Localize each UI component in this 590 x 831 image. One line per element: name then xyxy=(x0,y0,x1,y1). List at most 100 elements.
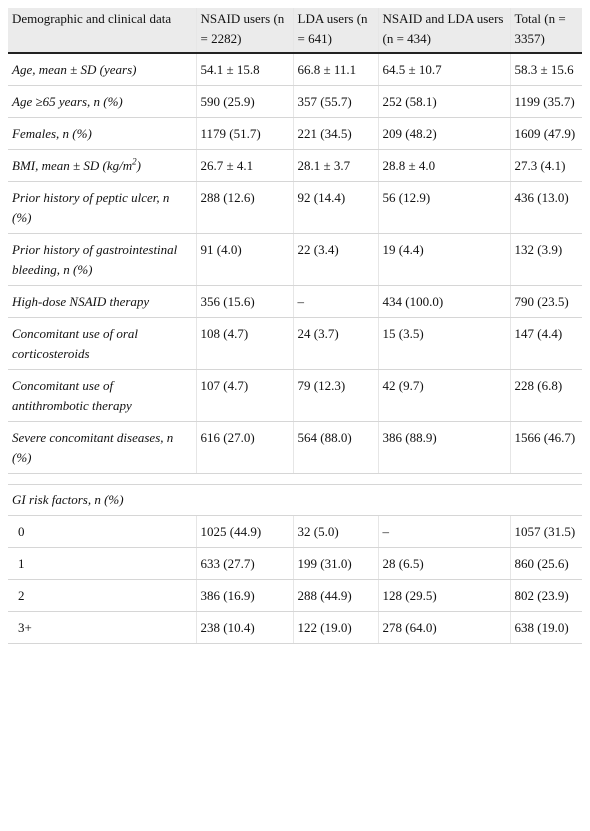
table-cell: 22 (3.4) xyxy=(292,233,378,286)
label-text: BMI, mean ± SD (kg/m xyxy=(12,158,133,173)
row-label: High-dose NSAID therapy xyxy=(8,285,196,318)
row-label: Severe concomitant diseases, n (%) xyxy=(8,421,196,474)
table-cell: 790 (23.5) xyxy=(509,285,582,318)
table-cell: 1566 (46.7) xyxy=(509,421,582,474)
row-label: BMI, mean ± SD (kg/m2) xyxy=(8,149,196,182)
table-cell: 564 (88.0) xyxy=(292,421,378,474)
table-cell: 132 (3.9) xyxy=(509,233,582,286)
table-row: 2 386 (16.9) 288 (44.9) 128 (29.5) 802 (23.9… xyxy=(8,579,582,612)
table-cell: 278 (64.0) xyxy=(377,611,510,644)
table-row: Age ≥65 years, n (%) 590 (25.9) 357 (55.7)… xyxy=(8,85,582,118)
table-row: Age, mean ± SD (years) 54.1 ± 15.8 66.8 ± … xyxy=(8,53,582,86)
table-cell: 288 (12.6) xyxy=(195,181,293,234)
table-row: Concomitant use of antithrombotic therap… xyxy=(8,369,582,422)
table-cell: 128 (29.5) xyxy=(377,579,510,612)
table-cell: 221 (34.5) xyxy=(292,117,378,150)
data-table: Demographic and clinical data NSAID users… xyxy=(8,8,582,644)
row-label: Females, n (%) xyxy=(8,117,196,150)
row-label: 1 xyxy=(8,547,196,580)
table-cell: 386 (88.9) xyxy=(377,421,510,474)
table-cell: 1609 (47.9) xyxy=(509,117,582,150)
table-cell: 66.8 ± 11.1 xyxy=(292,53,378,86)
row-label: Age ≥65 years, n (%) xyxy=(8,85,196,118)
table-cell: 28.1 ± 3.7 xyxy=(292,149,378,182)
table-cell: 54.1 ± 15.8 xyxy=(195,53,293,86)
table-cell: 1057 (31.5) xyxy=(509,515,582,548)
table-cell: 616 (27.0) xyxy=(195,421,293,474)
table-row: Prior history of gastrointestinal bleedi… xyxy=(8,233,582,286)
table-header: Demographic and clinical data NSAID users… xyxy=(8,8,582,54)
section-label: GI risk factors, n (%) xyxy=(8,484,582,516)
table-cell: 108 (4.7) xyxy=(195,317,293,370)
table-cell: 590 (25.9) xyxy=(195,85,293,118)
table-cell: 122 (19.0) xyxy=(292,611,378,644)
table-cell: 633 (27.7) xyxy=(195,547,293,580)
table-cell: 356 (15.6) xyxy=(195,285,293,318)
table-cell: 199 (31.0) xyxy=(292,547,378,580)
label-text: ) xyxy=(136,158,141,173)
table-row: Severe concomitant diseases, n (%) 616 (2… xyxy=(8,421,582,474)
table-body: Age, mean ± SD (years) 54.1 ± 15.8 66.8 ± … xyxy=(8,53,582,644)
table-cell: 802 (23.9) xyxy=(509,579,582,612)
table-cell: 79 (12.3) xyxy=(292,369,378,422)
table-cell: 1199 (35.7) xyxy=(509,85,582,118)
table-cell: 28.8 ± 4.0 xyxy=(377,149,510,182)
table-cell: 64.5 ± 10.7 xyxy=(377,53,510,86)
row-label: 0 xyxy=(8,515,196,548)
table-row: 1 633 (27.7) 199 (31.0) 28 (6.5) 860 (25.6) xyxy=(8,547,582,580)
row-label: 3+ xyxy=(8,611,196,644)
row-label: 2 xyxy=(8,579,196,612)
header-row: Demographic and clinical data NSAID users… xyxy=(8,8,582,54)
table-cell: 252 (58.1) xyxy=(377,85,510,118)
table-cell: 28 (6.5) xyxy=(377,547,510,580)
table-cell: 209 (48.2) xyxy=(377,117,510,150)
table-cell: 638 (19.0) xyxy=(509,611,582,644)
table-cell: 288 (44.9) xyxy=(292,579,378,612)
table-cell: 860 (25.6) xyxy=(509,547,582,580)
table-cell: 56 (12.9) xyxy=(377,181,510,234)
table-cell: 42 (9.7) xyxy=(377,369,510,422)
table-cell: 107 (4.7) xyxy=(195,369,293,422)
table-cell: 92 (14.4) xyxy=(292,181,378,234)
table-cell: 24 (3.7) xyxy=(292,317,378,370)
table-cell: 91 (4.0) xyxy=(195,233,293,286)
table-cell: 357 (55.7) xyxy=(292,85,378,118)
table-cell: 26.7 ± 4.1 xyxy=(195,149,293,182)
table-row: Females, n (%) 1179 (51.7) 221 (34.5) 209 (… xyxy=(8,117,582,150)
table-row: High-dose NSAID therapy 356 (15.6) –434 (1… xyxy=(8,285,582,318)
table-cell: 434 (100.0) xyxy=(377,285,510,318)
header-cell: Demographic and clinical data xyxy=(8,8,196,54)
table-row: Prior history of peptic ulcer, n (%) 288 … xyxy=(8,181,582,234)
table-row: BMI, mean ± SD (kg/m2) 26.7 ± 4.1 28.1 ± 3… xyxy=(8,149,582,182)
spacer-row xyxy=(8,473,582,485)
table-cell: 1025 (44.9) xyxy=(195,515,293,548)
table-cell: 1179 (51.7) xyxy=(195,117,293,150)
row-label: Concomitant use of oral corticosteroids xyxy=(8,317,196,370)
table-cell: 436 (13.0) xyxy=(509,181,582,234)
row-label: Age, mean ± SD (years) xyxy=(8,53,196,86)
row-label: Prior history of peptic ulcer, n (%) xyxy=(8,181,196,234)
label-superscript: 2 xyxy=(132,156,137,167)
header-cell: NSAID users (n = 2282) xyxy=(195,8,293,54)
row-label: Prior history of gastrointestinal bleedi… xyxy=(8,233,196,286)
table-cell: – xyxy=(292,285,378,318)
table-cell: – xyxy=(377,515,510,548)
table-row: 0 1025 (44.9) 32 (5.0) –1057 (31.5) xyxy=(8,515,582,548)
table-cell: 27.3 (4.1) xyxy=(509,149,582,182)
table-cell: 147 (4.4) xyxy=(509,317,582,370)
section-row: GI risk factors, n (%) xyxy=(8,484,582,516)
table-cell: 19 (4.4) xyxy=(377,233,510,286)
table-cell: 228 (6.8) xyxy=(509,369,582,422)
table-cell: 15 (3.5) xyxy=(377,317,510,370)
table-row: 3+ 238 (10.4) 122 (19.0) 278 (64.0) 638 (19.… xyxy=(8,611,582,644)
header-cell: Total (n = 3357) xyxy=(509,8,582,54)
row-label: Concomitant use of antithrombotic therap… xyxy=(8,369,196,422)
header-cell: NSAID and LDA users (n = 434) xyxy=(377,8,510,54)
table-cell: 58.3 ± 15.6 xyxy=(509,53,582,86)
header-cell: LDA users (n = 641) xyxy=(292,8,378,54)
table-cell: 386 (16.9) xyxy=(195,579,293,612)
spacer-cell xyxy=(8,473,582,485)
table-cell: 238 (10.4) xyxy=(195,611,293,644)
table-cell: 32 (5.0) xyxy=(292,515,378,548)
